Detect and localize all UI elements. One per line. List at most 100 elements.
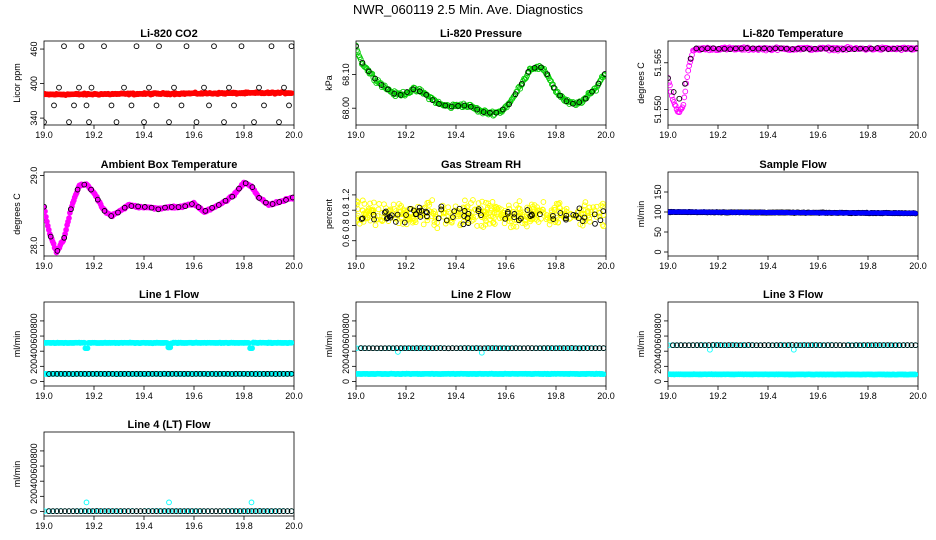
data-point (362, 345, 368, 352)
data-point (829, 342, 835, 348)
data-point (888, 342, 895, 349)
data-point (434, 225, 441, 232)
x-tick-label: 19.2 (709, 391, 727, 401)
data-point (544, 71, 551, 78)
plot-marks (44, 43, 294, 125)
data-point (550, 84, 557, 91)
data-point (755, 45, 762, 52)
data-point (511, 214, 518, 221)
data-point (185, 508, 191, 514)
data-point (105, 508, 112, 514)
y-tick-label: 800 (29, 313, 39, 328)
data-point (537, 211, 543, 218)
data-point (528, 211, 535, 218)
y-tick-label: 0.6 (341, 234, 351, 247)
data-point (44, 208, 48, 215)
y-axis-label: ml/min (636, 331, 646, 358)
data-point (425, 345, 432, 352)
data-point (121, 508, 128, 514)
y-tick-label: 0 (653, 249, 663, 254)
data-point (61, 43, 67, 50)
data-point (269, 201, 276, 207)
data-point (753, 342, 760, 349)
data-point (193, 119, 200, 125)
data-point (721, 45, 728, 52)
data-point (370, 345, 376, 352)
data-point (795, 342, 801, 349)
data-point (596, 213, 603, 220)
data-point (411, 345, 418, 352)
data-point (366, 345, 372, 352)
data-point (529, 203, 536, 210)
data-point (145, 508, 152, 514)
data-point (453, 345, 460, 352)
y-tick-label: 400 (341, 344, 351, 359)
data-point (387, 214, 394, 221)
data-point (460, 221, 467, 228)
data-point (846, 46, 852, 52)
data-point (249, 184, 256, 190)
data-point (77, 508, 84, 514)
data-point (582, 199, 589, 205)
data-point (240, 508, 247, 514)
data-point (232, 371, 239, 377)
data-point (506, 101, 512, 108)
data-point (558, 345, 565, 352)
data-point (423, 208, 429, 215)
data-point (485, 200, 492, 207)
chart-panel-9: Line 4 (LT) Flow 19.0 19.2 19.4 19.6 19.8 20.0… (12, 419, 303, 531)
data-point (872, 342, 879, 348)
data-point (672, 102, 679, 109)
data-point (433, 345, 440, 351)
data-point (470, 197, 476, 203)
data-point (679, 104, 686, 111)
data-point (713, 342, 720, 348)
x-tick-label: 19.8 (235, 261, 253, 271)
data-point (372, 75, 378, 82)
data-point (478, 212, 484, 218)
x-tick-label: 20.0 (285, 521, 303, 531)
data-point (795, 45, 801, 52)
data-point (236, 370, 243, 377)
data-point (185, 370, 191, 377)
x-tick-label: 19.2 (85, 391, 103, 401)
y-tick-label: 200 (341, 359, 351, 374)
data-point (599, 200, 606, 207)
data-point (356, 212, 361, 219)
data-point (250, 508, 257, 514)
data-point (864, 342, 871, 348)
y-tick-label: 340 (29, 111, 39, 126)
x-tick-label: 19.6 (185, 391, 203, 401)
data-point (375, 206, 382, 213)
data-point (61, 234, 68, 241)
data-point (487, 109, 493, 116)
data-point (81, 181, 88, 188)
data-point (725, 342, 732, 348)
data-point (737, 342, 744, 349)
data-point (236, 185, 242, 192)
data-point (563, 212, 570, 219)
data-point (400, 206, 407, 213)
data-point (62, 371, 68, 377)
data-point (125, 508, 132, 514)
y-tick-label: 400 (29, 344, 39, 359)
data-point (135, 203, 141, 210)
data-point (382, 208, 389, 215)
data-point (518, 80, 525, 87)
data-point (876, 342, 883, 348)
data-point (744, 45, 750, 51)
data-point (601, 71, 606, 77)
data-point (480, 208, 487, 215)
series-flow (44, 339, 294, 352)
data-point (76, 84, 82, 91)
data-point (263, 199, 269, 206)
data-point (516, 198, 523, 204)
data-point (251, 119, 257, 125)
data-point (694, 342, 700, 348)
data-point (217, 508, 223, 514)
data-point (378, 345, 384, 352)
data-point (260, 508, 267, 514)
data-point (101, 43, 107, 50)
data-point (595, 80, 602, 87)
data-point (513, 345, 519, 351)
